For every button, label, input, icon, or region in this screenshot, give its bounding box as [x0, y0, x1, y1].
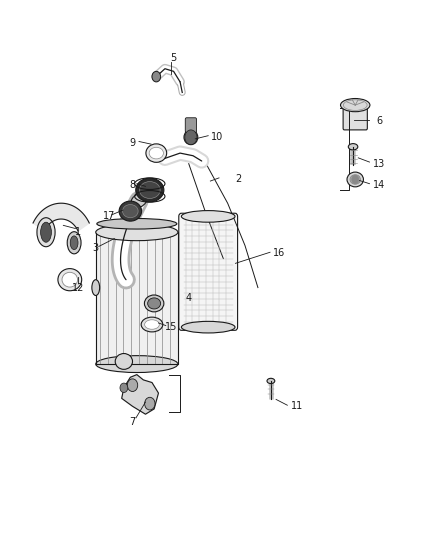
Ellipse shape	[96, 224, 178, 241]
Circle shape	[185, 130, 197, 144]
Text: 3: 3	[93, 243, 99, 253]
Ellipse shape	[136, 178, 164, 202]
Ellipse shape	[146, 144, 167, 163]
Ellipse shape	[70, 236, 78, 249]
Ellipse shape	[184, 130, 198, 144]
Ellipse shape	[141, 317, 163, 332]
FancyBboxPatch shape	[343, 103, 367, 130]
Ellipse shape	[348, 143, 358, 150]
Polygon shape	[33, 203, 89, 231]
Text: 4: 4	[186, 293, 192, 303]
Ellipse shape	[123, 205, 138, 217]
Text: 6: 6	[376, 116, 382, 126]
Text: 10: 10	[211, 132, 223, 142]
Text: 9: 9	[130, 138, 136, 148]
Ellipse shape	[37, 217, 55, 247]
Text: 1: 1	[75, 227, 81, 237]
Ellipse shape	[97, 219, 177, 229]
Ellipse shape	[139, 182, 160, 198]
Ellipse shape	[149, 147, 163, 159]
Ellipse shape	[347, 172, 364, 187]
Text: 12: 12	[72, 282, 85, 293]
Ellipse shape	[181, 211, 235, 222]
Circle shape	[127, 379, 138, 392]
Text: 16: 16	[273, 248, 286, 259]
Polygon shape	[96, 232, 178, 364]
Ellipse shape	[350, 175, 360, 184]
Text: 11: 11	[291, 401, 303, 411]
Ellipse shape	[267, 378, 275, 384]
Text: 13: 13	[373, 159, 385, 168]
Text: 5: 5	[170, 53, 177, 63]
Ellipse shape	[131, 193, 147, 208]
Text: 2: 2	[235, 174, 242, 184]
Ellipse shape	[96, 356, 178, 373]
Ellipse shape	[115, 353, 133, 369]
Ellipse shape	[145, 295, 164, 312]
Text: 17: 17	[102, 212, 115, 221]
Ellipse shape	[58, 269, 82, 291]
FancyBboxPatch shape	[179, 213, 237, 330]
Circle shape	[120, 383, 128, 393]
Ellipse shape	[67, 232, 81, 254]
Polygon shape	[122, 375, 159, 414]
Circle shape	[352, 175, 359, 184]
Text: 7: 7	[129, 417, 136, 427]
Text: 14: 14	[373, 180, 385, 190]
Ellipse shape	[340, 99, 370, 112]
FancyBboxPatch shape	[185, 118, 197, 133]
Ellipse shape	[41, 222, 51, 242]
Ellipse shape	[119, 201, 141, 221]
Text: 8: 8	[130, 180, 136, 190]
Ellipse shape	[181, 321, 235, 333]
Circle shape	[152, 71, 161, 82]
Ellipse shape	[148, 298, 161, 309]
Ellipse shape	[92, 280, 100, 295]
Circle shape	[145, 397, 155, 410]
Text: 15: 15	[165, 322, 178, 332]
Ellipse shape	[62, 272, 78, 287]
Ellipse shape	[145, 320, 159, 329]
